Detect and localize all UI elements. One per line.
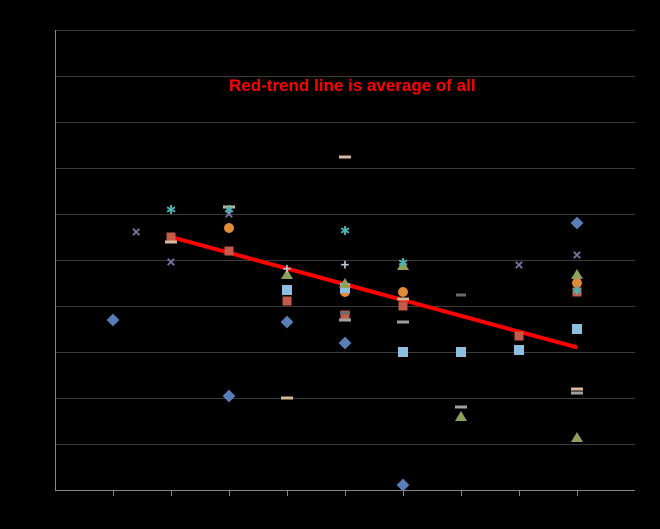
- data-point: [571, 432, 583, 442]
- data-point: [223, 389, 236, 402]
- data-point: [514, 345, 524, 355]
- data-point: [571, 387, 583, 390]
- scatter-chart: ×××××✱✱✱✱✱++Red-trend line is average of…: [10, 0, 650, 529]
- data-point: [224, 223, 234, 233]
- data-point: [398, 287, 408, 297]
- annotation-text: Red-trend line is average of all: [229, 76, 476, 96]
- data-point: [571, 217, 584, 230]
- data-point: [339, 336, 352, 349]
- gridline: [55, 306, 635, 307]
- data-point: [282, 285, 292, 295]
- data-point: [339, 155, 351, 158]
- data-point: [281, 316, 294, 329]
- gridline: [55, 398, 635, 399]
- data-point: [572, 324, 582, 334]
- gridline: [55, 30, 635, 31]
- x-tick: [229, 490, 230, 496]
- data-point: [107, 313, 120, 326]
- x-tick: [577, 490, 578, 496]
- x-tick: [113, 490, 114, 496]
- x-tick: [171, 490, 172, 496]
- plot-area: ×××××✱✱✱✱✱++Red-trend line is average of…: [55, 30, 635, 490]
- data-point: [455, 411, 467, 421]
- y-axis: [55, 30, 56, 490]
- data-point: [455, 406, 467, 409]
- x-tick: [345, 490, 346, 496]
- data-point: [283, 297, 292, 306]
- x-tick: [287, 490, 288, 496]
- data-point: [340, 311, 350, 314]
- data-point: [571, 269, 583, 279]
- data-point: [515, 331, 524, 340]
- data-point: [397, 321, 409, 324]
- data-point: [339, 318, 351, 321]
- data-point: [339, 278, 351, 288]
- data-point: [225, 246, 234, 255]
- data-point: [571, 392, 583, 395]
- gridline: [55, 214, 635, 215]
- gridline: [55, 168, 635, 169]
- data-point: [398, 347, 408, 357]
- data-point: [456, 293, 466, 296]
- data-point: [165, 240, 177, 243]
- data-point: [281, 397, 293, 400]
- data-point: [397, 298, 409, 301]
- x-tick: [461, 490, 462, 496]
- data-point: [399, 302, 408, 311]
- gridline: [55, 122, 635, 123]
- gridline: [55, 444, 635, 445]
- data-point: [456, 347, 466, 357]
- x-tick: [519, 490, 520, 496]
- gridline: [55, 352, 635, 353]
